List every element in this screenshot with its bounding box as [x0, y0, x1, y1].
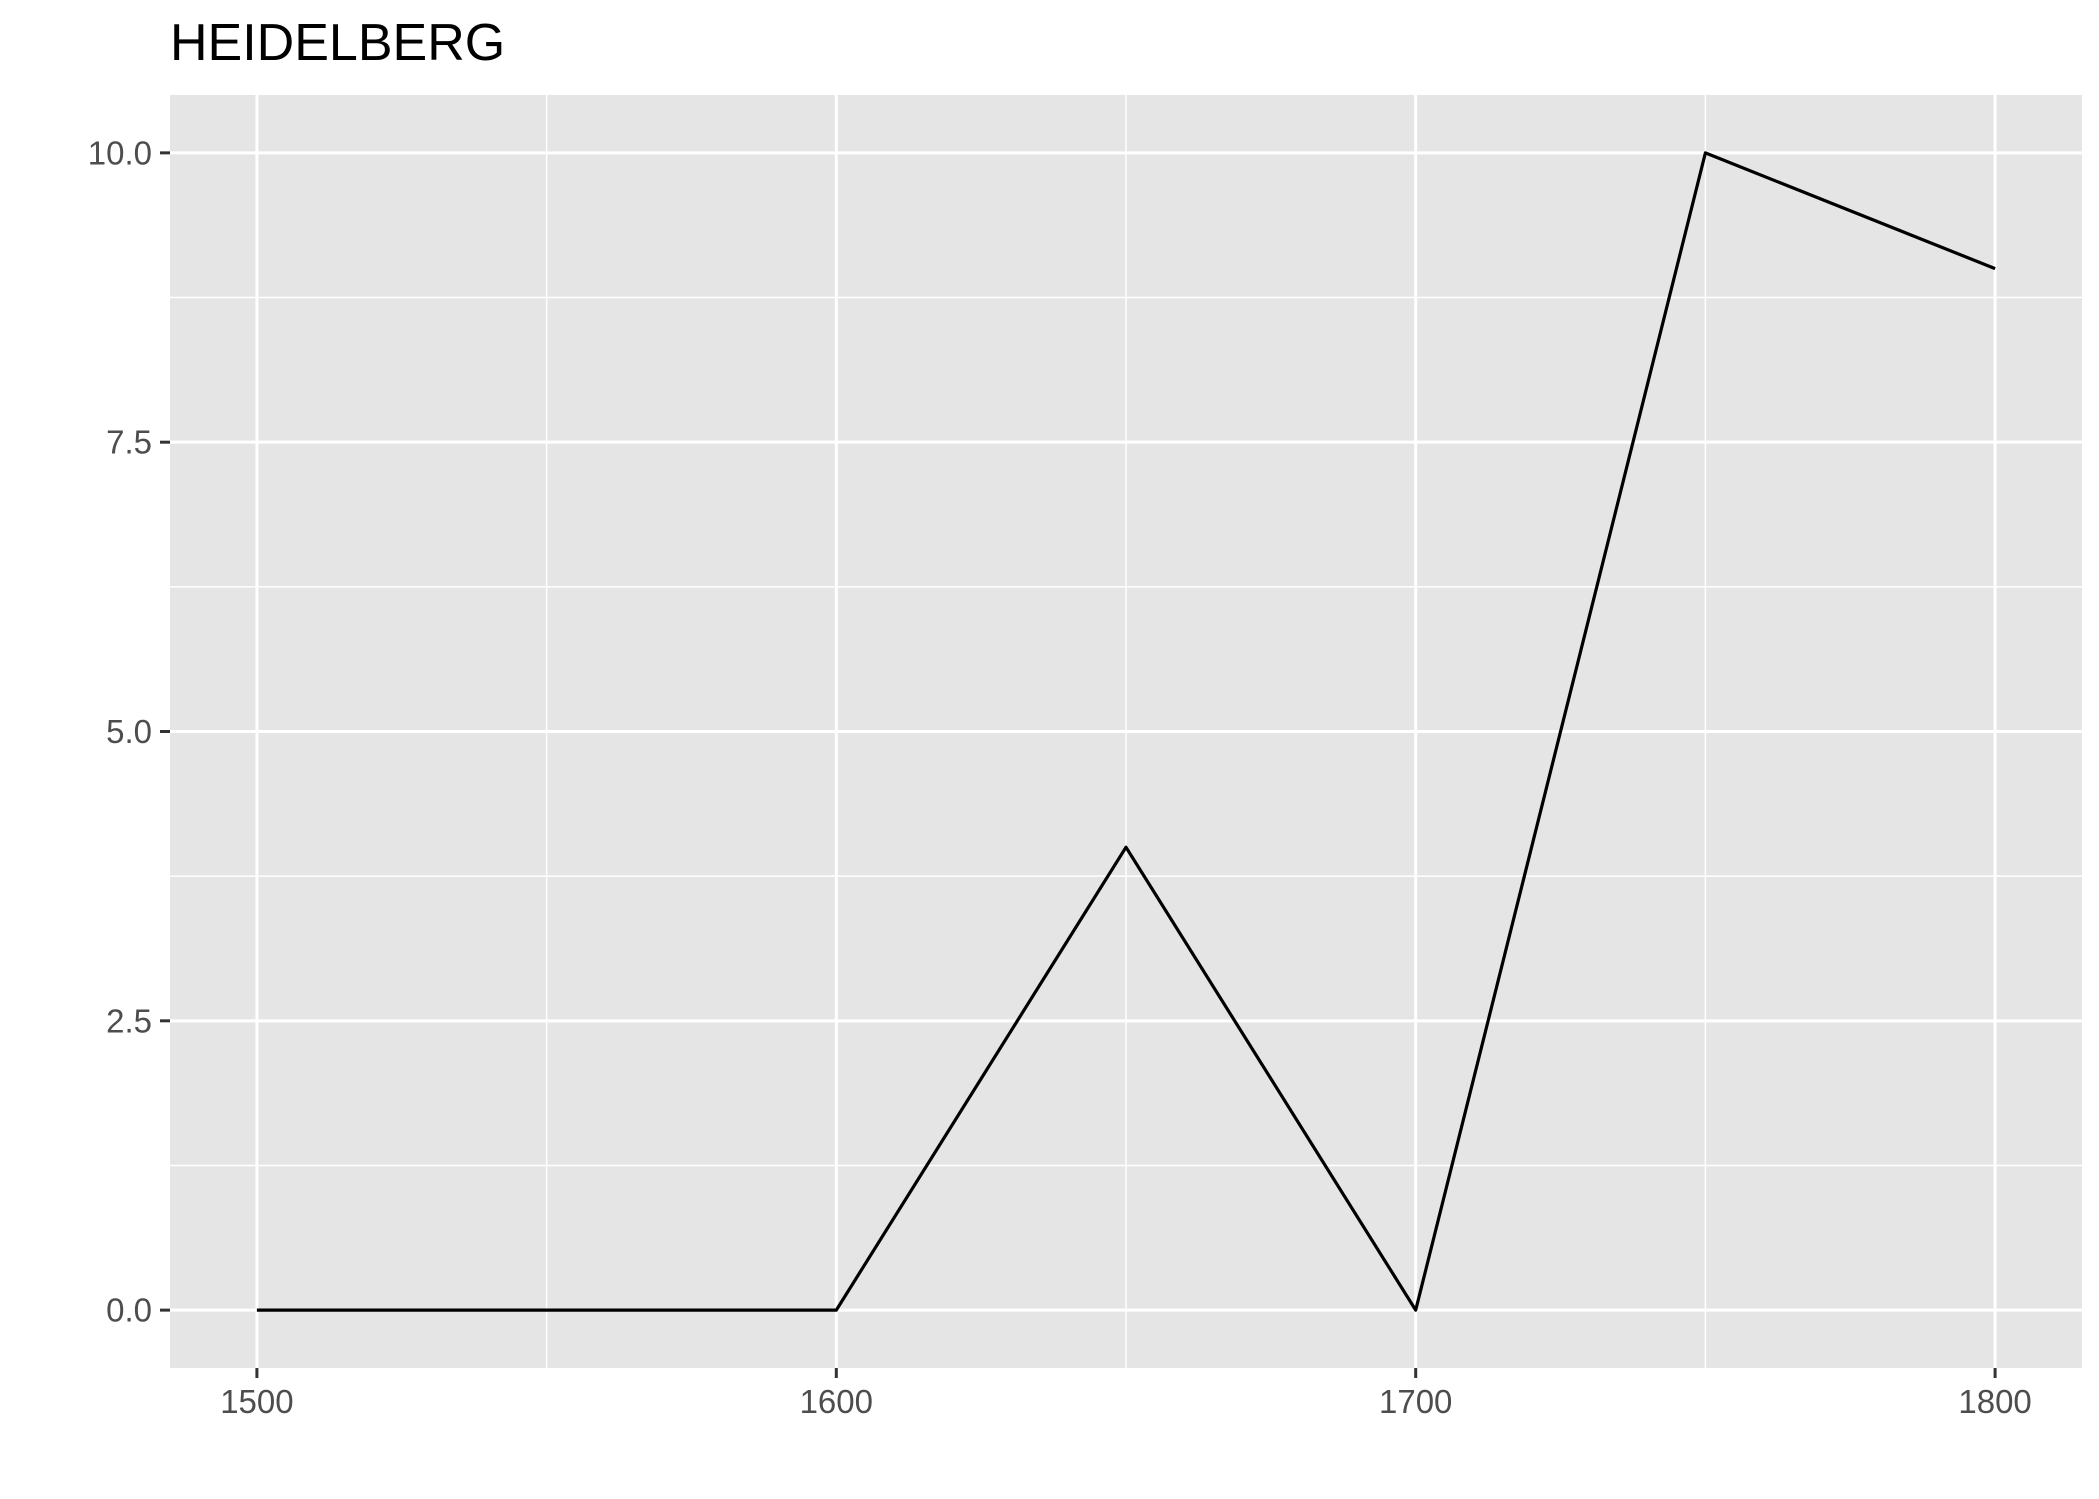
y-tick-label: 0.0: [106, 1292, 152, 1329]
x-tick-label: 1500: [220, 1383, 293, 1420]
chart-title: HEIDELBERG: [170, 14, 505, 72]
x-tick-label: 1700: [1379, 1383, 1452, 1420]
y-tick-label: 2.5: [106, 1002, 152, 1039]
y-tick-label: 7.5: [106, 424, 152, 461]
x-tick-label: 1600: [800, 1383, 873, 1420]
x-tick-label: 1800: [1958, 1383, 2031, 1420]
y-axis: 0.0 2.5 5.0 7.5 10.0: [88, 134, 170, 1329]
major-gridlines: [170, 95, 2082, 1368]
x-axis: 1500 1600 1700 1800: [220, 1368, 2032, 1420]
y-tick-label: 5.0: [106, 713, 152, 750]
series-line: [256, 151, 1996, 1312]
series-layer: [256, 151, 1996, 1312]
y-tick-label: 10.0: [88, 134, 152, 171]
